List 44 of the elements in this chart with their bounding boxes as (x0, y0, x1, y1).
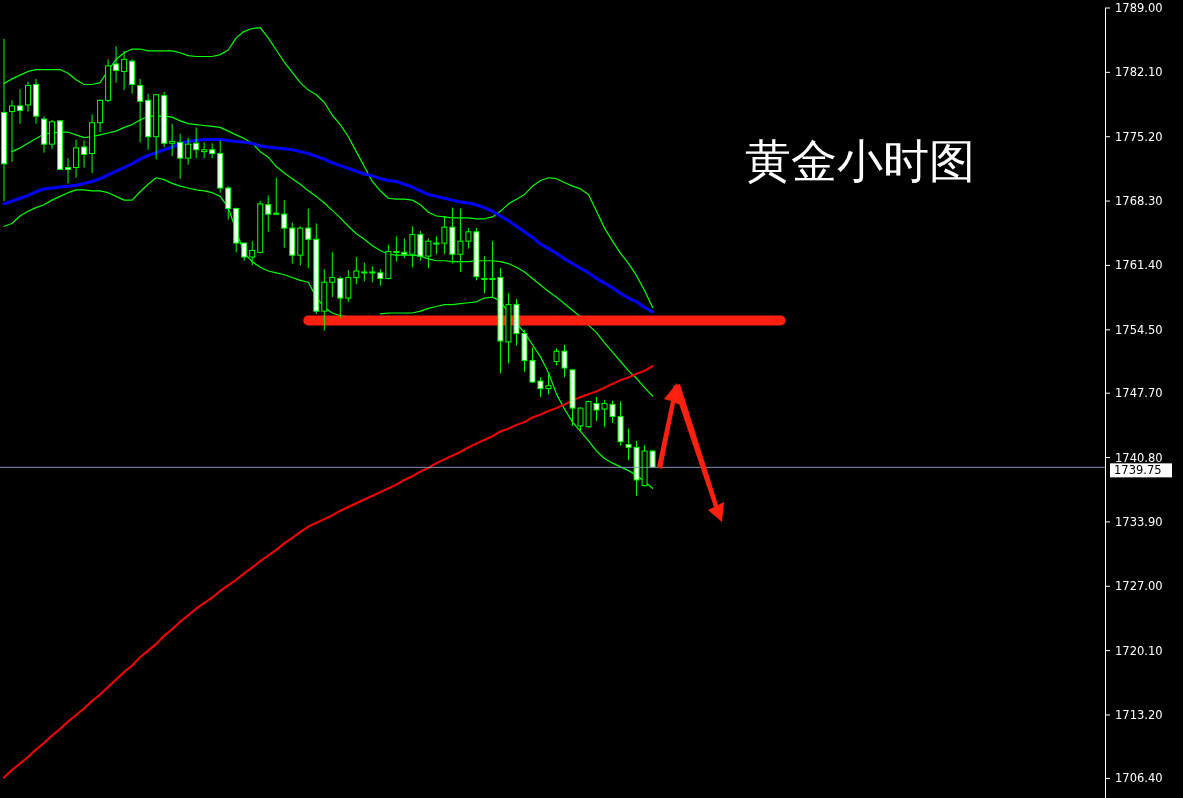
candlestick (281, 199, 288, 249)
candlestick (9, 99, 15, 163)
candlestick (273, 177, 280, 216)
candlestick (337, 276, 344, 319)
y-tick-label: 1706.40 (1115, 771, 1163, 786)
candlestick (49, 119, 56, 150)
y-tick-label: 1782.10 (1115, 65, 1163, 80)
y-tick-label: 1747.70 (1115, 386, 1163, 401)
candlestick (185, 137, 192, 166)
candlestick (345, 269, 352, 303)
candlestick (401, 237, 408, 259)
candlestick (73, 139, 80, 179)
candlestick (81, 139, 88, 168)
y-tick-label: 1713.20 (1115, 707, 1163, 722)
candlestick (137, 78, 144, 143)
candlestick (97, 98, 104, 133)
candlestick (393, 236, 400, 263)
y-tick-label: 1727.00 (1115, 579, 1163, 594)
y-tick-label: 1768.30 (1115, 194, 1163, 209)
y-tick-label: 1740.80 (1115, 450, 1163, 465)
y-tick-label: 1775.20 (1115, 129, 1163, 144)
ref-line-label: 1739.75 (1114, 463, 1162, 478)
y-tick-label: 1733.90 (1115, 514, 1163, 529)
candlestick (193, 126, 200, 159)
candlestick (305, 208, 312, 269)
candlestick (329, 251, 336, 298)
y-tick-label: 1720.10 (1115, 643, 1163, 658)
candlestick (177, 133, 184, 180)
candlestick (169, 123, 176, 157)
y-tick-label: 1761.40 (1115, 258, 1163, 273)
candlestick (121, 50, 128, 91)
candlestick (25, 81, 32, 113)
candlestick (249, 240, 256, 266)
candlestick (113, 45, 120, 84)
candlestick (225, 185, 232, 221)
candlestick (129, 58, 136, 95)
candlestick (17, 88, 23, 125)
candlestick (65, 157, 72, 184)
candlestick (361, 262, 368, 282)
y-tick-label: 1754.50 (1115, 322, 1163, 337)
candlestick (353, 256, 360, 285)
text: 黄金小时图 (745, 134, 975, 188)
y-tick-label: 1789.00 (1115, 1, 1163, 15)
candlestick (265, 194, 272, 233)
